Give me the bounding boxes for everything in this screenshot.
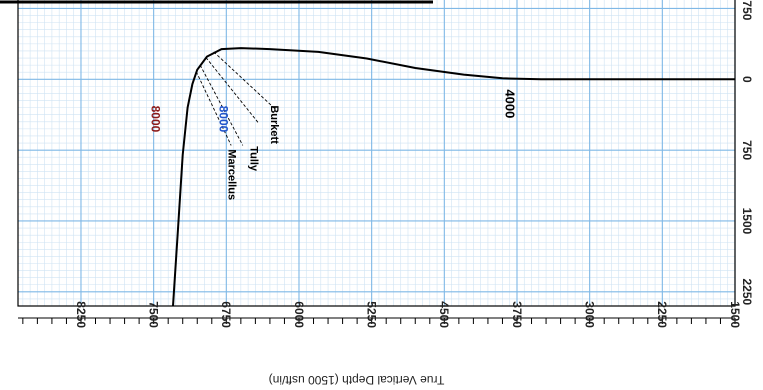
x-axis-label: True Vertical Depth (1500 usft/in) (269, 373, 445, 387)
y-tick-label: 2250 (740, 278, 754, 305)
annotation-label: Marcellus (225, 149, 237, 200)
annotation-label: 4000 (502, 89, 517, 118)
x-tick-label: 7500 (146, 301, 160, 328)
minor-grid (18, 0, 735, 307)
y-tick-label: -750 (740, 0, 754, 21)
formation-lines (195, 51, 276, 146)
formation-dashed-line (199, 64, 244, 146)
x-tick-label: 3750 (510, 301, 524, 328)
y-tick-label: 1500 (740, 208, 754, 235)
x-axis (18, 317, 736, 324)
x-tick-label: 5250 (364, 301, 378, 328)
x-axis-ticks: 1500 2250 3000 3750 4500 5250 6000 6750 7500 8250 (74, 301, 742, 328)
annotation-label: 8000 (217, 106, 231, 133)
annotation-label: Tully (248, 146, 260, 172)
formation-dashed-line (205, 57, 259, 124)
formation-dashed-line (195, 71, 232, 146)
y-tick-label: 0 (740, 76, 754, 83)
annotations: 4000 8000 8000 Burkett Tully Marcellus (149, 89, 518, 200)
plot-frame (17, 0, 736, 307)
x-tick-label: 4500 (437, 301, 451, 328)
annotation-label: 8000 (149, 106, 163, 133)
y-tick-label: 750 (740, 140, 754, 160)
y-axis-ticks: -750 0 750 1500 2250 (740, 0, 754, 306)
formation-dashed-line (213, 51, 276, 109)
x-tick-label: 6750 (219, 301, 233, 328)
x-tick-label: 6000 (292, 301, 306, 328)
x-tick-label: 2250 (655, 301, 669, 328)
x-tick-label: 1500 (728, 301, 742, 328)
x-tick-label: 8250 (74, 301, 88, 328)
annotation-label: Burkett (268, 105, 280, 144)
well-path-line (172, 47, 735, 307)
x-tick-label: 3000 (582, 301, 596, 328)
